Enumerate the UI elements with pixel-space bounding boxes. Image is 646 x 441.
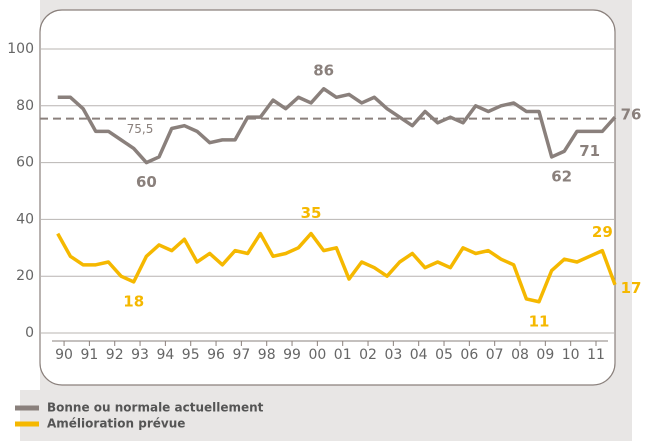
x-tick-label: 96 [207, 347, 225, 363]
x-tick-label: 09 [536, 347, 554, 363]
x-tick-label: 93 [131, 347, 149, 363]
axis-area [0, 0, 40, 390]
x-tick-label: 11 [587, 347, 605, 363]
y-tick-label: 100 [7, 41, 34, 57]
x-tick-label: 04 [410, 347, 428, 363]
x-tick-label: 01 [334, 347, 352, 363]
data-label: 17 [621, 279, 642, 297]
data-label: 62 [551, 167, 572, 185]
y-tick-label: 0 [25, 325, 34, 341]
x-tick-label: 00 [308, 347, 326, 363]
x-tick-label: 98 [258, 347, 276, 363]
data-label: 76 [621, 106, 642, 124]
data-label: 60 [136, 173, 157, 191]
data-label: 71 [579, 142, 600, 160]
x-tick-label: 92 [106, 347, 124, 363]
x-tick-label: 99 [283, 347, 301, 363]
y-tick-label: 60 [16, 155, 34, 171]
data-label: 29 [592, 223, 613, 241]
x-tick-label: 10 [562, 347, 580, 363]
legend-label: Amélioration prévue [47, 417, 185, 431]
x-tick-label: 02 [359, 347, 377, 363]
series-line [56, 231, 617, 304]
x-tick-label: 94 [156, 347, 174, 363]
x-tick-label: 05 [435, 347, 453, 363]
x-tick-label: 90 [55, 347, 73, 363]
legend-label: Bonne ou normale actuellement [47, 401, 264, 415]
plot-frame [39, 9, 616, 386]
data-label: 11 [529, 312, 550, 330]
x-tick-label: 06 [460, 347, 478, 363]
data-label: 18 [123, 292, 144, 310]
data-label: 35 [301, 204, 322, 222]
x-tick-label: 03 [384, 347, 402, 363]
series-line [57, 87, 617, 165]
reference-label: 75,5 [127, 122, 154, 136]
y-tick-label: 20 [16, 268, 34, 284]
x-tick-label: 07 [486, 347, 504, 363]
x-tick-label: 97 [232, 347, 250, 363]
x-tick-label: 91 [80, 347, 98, 363]
legend-swatch [15, 405, 39, 411]
data-label: 86 [313, 61, 334, 79]
y-tick-label: 40 [16, 211, 34, 227]
legend-swatch [15, 421, 39, 427]
y-tick-label: 80 [16, 98, 34, 114]
x-tick-label: 08 [511, 347, 529, 363]
x-tick-label: 95 [182, 347, 200, 363]
